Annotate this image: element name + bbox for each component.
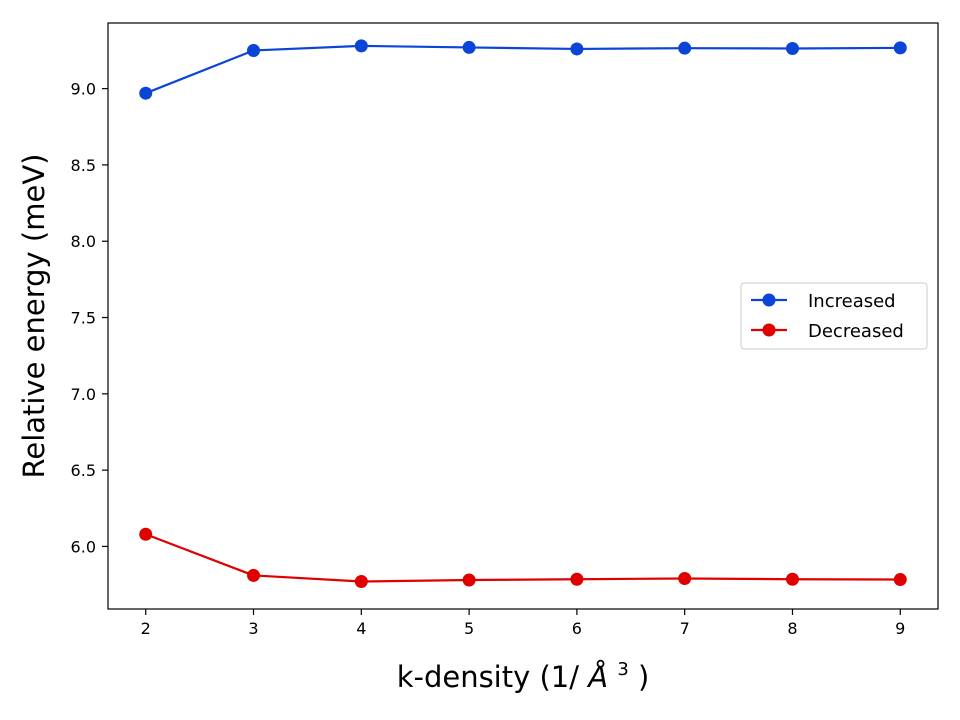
data-point-decreased [678,571,692,585]
data-point-decreased [354,575,368,589]
y-tick-label: 7.5 [71,309,96,328]
x-axis-title-close: ) [638,660,649,694]
y-tick-label: 6.5 [71,461,96,480]
data-point-increased [247,43,261,57]
data-point-increased [785,41,799,55]
x-tick-label: 2 [141,619,151,638]
y-tick-label: 8.5 [71,156,96,175]
data-point-increased [139,86,153,100]
series-decreased [139,527,907,589]
data-point-increased [462,40,476,54]
legend: Increased Decreased [740,282,928,350]
x-tick-label: 7 [680,619,690,638]
data-point-decreased [139,527,153,541]
legend-item-increased: Increased [751,291,896,312]
x-axis-title-main: k-density (1/ [397,660,580,694]
data-point-increased [893,41,907,55]
data-point-decreased [570,572,584,586]
legend-label: Decreased [808,321,904,342]
series-layer [139,39,907,589]
x-tick-label: 5 [464,619,474,638]
data-point-decreased [462,573,476,587]
legend-marker [762,293,776,307]
x-tick-label: 4 [356,619,366,638]
x-axis-title-power: 3 [617,659,628,680]
data-point-decreased [893,573,907,587]
x-axis-title-symbol: Å [586,660,608,694]
legend-frame [740,282,928,350]
x-tick-label: 9 [895,619,905,638]
y-tick-label: 7.0 [71,385,96,404]
data-point-decreased [247,568,261,582]
x-tick-label: 6 [572,619,582,638]
x-axis-ticks: 2 3 4 5 6 7 8 9 [141,609,905,638]
series-line-increased [145,44,901,95]
x-tick-label: 8 [787,619,797,638]
y-axis-ticks: 6.0 6.5 7.0 7.5 8.0 8.5 9.0 [71,80,108,556]
x-tick-label: 3 [248,619,258,638]
data-point-increased [678,41,692,55]
legend-label: Increased [808,291,896,312]
data-point-decreased [785,572,799,586]
series-line-decreased [145,533,901,583]
legend-item-decreased: Decreased [751,321,904,342]
legend-marker [762,323,776,337]
data-point-increased [570,42,584,56]
data-point-increased [354,39,368,53]
y-tick-label: 8.0 [71,232,96,251]
y-tick-label: 9.0 [71,80,96,99]
x-axis-title: k-density (1/ Å 3 ) [397,648,650,694]
series-increased [139,39,907,100]
y-tick-label: 6.0 [71,537,96,556]
y-axis-title: Relative energy (meV) [17,154,51,479]
